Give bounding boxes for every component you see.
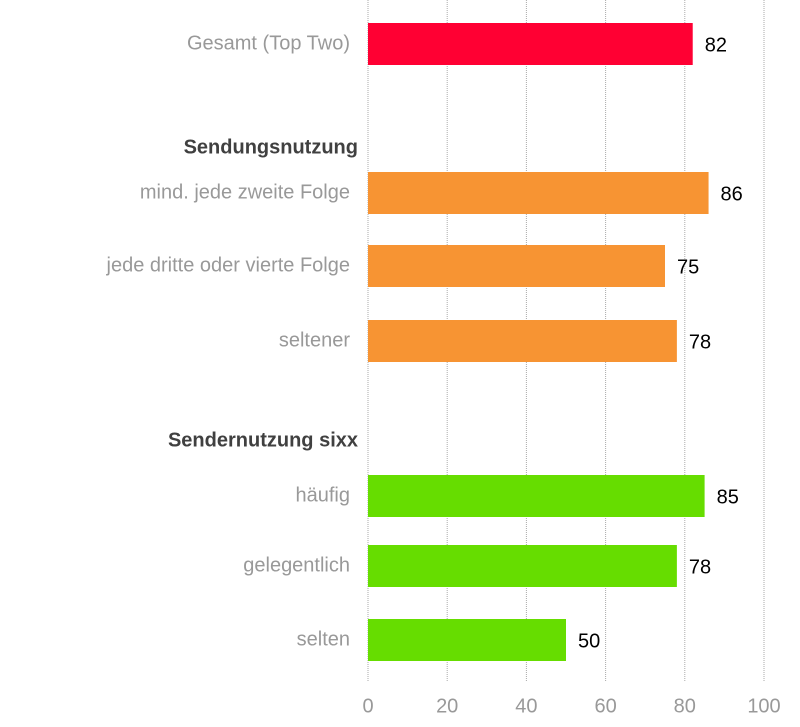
bar — [368, 245, 665, 287]
bar — [368, 172, 709, 214]
bar — [368, 545, 677, 587]
bar — [368, 619, 566, 661]
value-label: 78 — [689, 556, 711, 578]
x-tick-label: 40 — [515, 695, 537, 717]
value-label: 82 — [705, 34, 727, 56]
category-label: selten — [297, 628, 350, 650]
bar — [368, 23, 693, 65]
x-tick-label: 60 — [594, 695, 616, 717]
x-tick-label: 20 — [436, 695, 458, 717]
category-label: seltener — [279, 329, 350, 351]
value-label: 86 — [721, 183, 743, 205]
value-label: 85 — [717, 486, 739, 508]
category-label: jede dritte oder vierte Folge — [106, 254, 350, 276]
group-header: Sendungsnutzung — [184, 136, 358, 158]
category-label: gelegentlich — [243, 554, 350, 576]
category-label: häufig — [296, 484, 351, 506]
value-label: 78 — [689, 331, 711, 353]
value-label: 50 — [578, 630, 600, 652]
value-label: 75 — [677, 256, 699, 278]
bar — [368, 320, 677, 362]
group-header: Sendernutzung sixx — [168, 429, 358, 451]
x-tick-label: 80 — [674, 695, 696, 717]
category-label: mind. jede zweite Folge — [140, 181, 350, 203]
x-tick-label: 0 — [362, 695, 373, 717]
category-label: Gesamt (Top Two) — [187, 32, 350, 54]
x-tick-label: 100 — [747, 695, 780, 717]
bar — [368, 475, 705, 517]
